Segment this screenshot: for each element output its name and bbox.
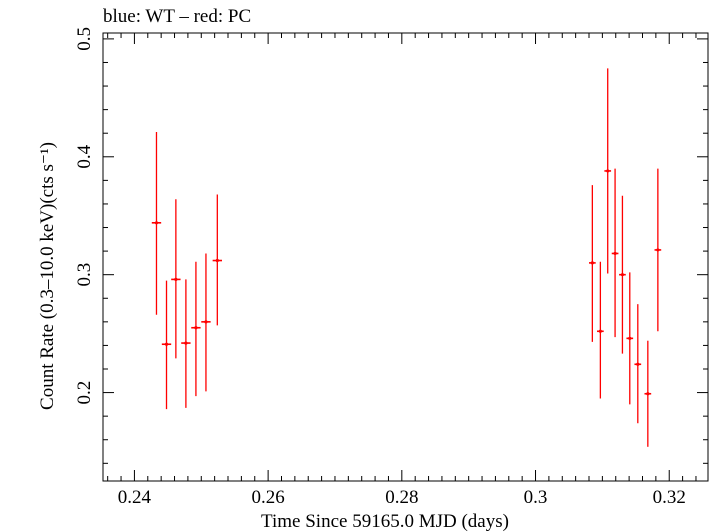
point-marker	[204, 320, 208, 324]
x-tick-label: 0.24	[118, 487, 152, 508]
point-marker	[154, 221, 159, 225]
point-marker	[613, 251, 617, 256]
data-point	[201, 253, 211, 392]
point-marker	[174, 277, 178, 281]
x-tick-label: 0.32	[653, 487, 686, 508]
data-point	[626, 272, 634, 405]
point-marker	[590, 261, 594, 265]
x-axis-label: Time Since 59165.0 MJD (days)	[261, 511, 509, 532]
y-tick-label: 0.2	[74, 381, 95, 405]
chart-title: blue: WT – red: PC	[103, 6, 251, 27]
axis-ticks	[103, 33, 708, 481]
y-tick-label: 0.4	[74, 144, 95, 168]
point-marker	[646, 392, 650, 396]
point-marker	[194, 326, 198, 330]
point-marker	[606, 169, 610, 173]
data-point	[611, 168, 619, 338]
point-marker	[215, 258, 219, 263]
data-point	[161, 280, 172, 410]
y-axis-label: Count Rate (0.3–10.0 keV)(cts s⁻¹)	[37, 142, 58, 410]
y-tick-label: 0.5	[74, 27, 95, 51]
plot-frame	[102, 32, 709, 482]
data-point	[619, 195, 626, 354]
y-tick-label: 0.3	[74, 263, 95, 287]
point-marker	[184, 341, 188, 345]
point-marker	[636, 362, 640, 366]
data-point	[191, 261, 201, 397]
axis-tick-labels: 0.24 0.26 0.28 0.3 0.32 0.2 0.3 0.4 0.5	[74, 27, 686, 508]
data-point	[151, 132, 162, 315]
data-point	[604, 68, 612, 274]
data-point	[597, 261, 604, 399]
data-point	[644, 340, 652, 447]
data-point	[654, 168, 662, 332]
x-tick-label: 0.28	[385, 487, 418, 508]
x-tick-label: 0.3	[524, 487, 548, 508]
point-marker	[598, 329, 602, 333]
data-point	[181, 279, 191, 408]
x-tick-label: 0.26	[251, 487, 284, 508]
point-marker	[620, 273, 625, 277]
data-points	[151, 68, 662, 447]
data-point	[589, 185, 596, 342]
data-point	[212, 194, 222, 326]
point-marker	[628, 336, 632, 340]
data-point	[171, 199, 181, 359]
data-point	[634, 304, 642, 424]
point-marker	[656, 248, 660, 252]
point-marker	[164, 342, 169, 346]
